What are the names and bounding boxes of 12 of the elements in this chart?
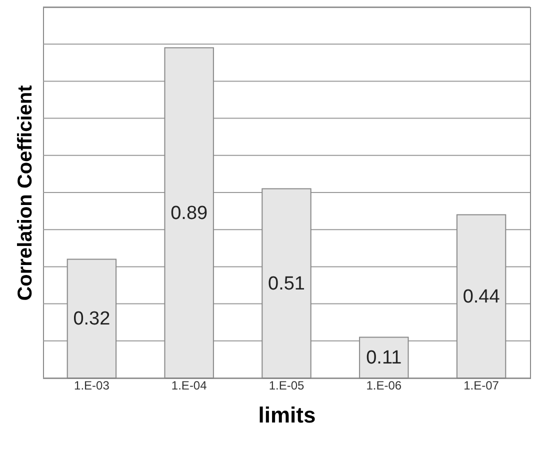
x-tick-label: 1.E-03 (74, 378, 110, 392)
data-label: 0.11 (366, 348, 402, 369)
data-label: 0.44 (462, 286, 500, 308)
x-axis-title: limits (258, 402, 316, 428)
x-tick-label: 1.E-07 (464, 378, 500, 392)
x-tick-label: 1.E-06 (366, 378, 402, 392)
data-label: 0.51 (268, 273, 305, 294)
data-label: 0.32 (73, 308, 110, 330)
data-label: 0.89 (170, 202, 208, 224)
x-tick-label: 1.E-04 (171, 378, 208, 392)
y-axis-title: Correlation Coefficient (14, 84, 36, 301)
x-tick-label: 1.E-05 (268, 378, 304, 392)
